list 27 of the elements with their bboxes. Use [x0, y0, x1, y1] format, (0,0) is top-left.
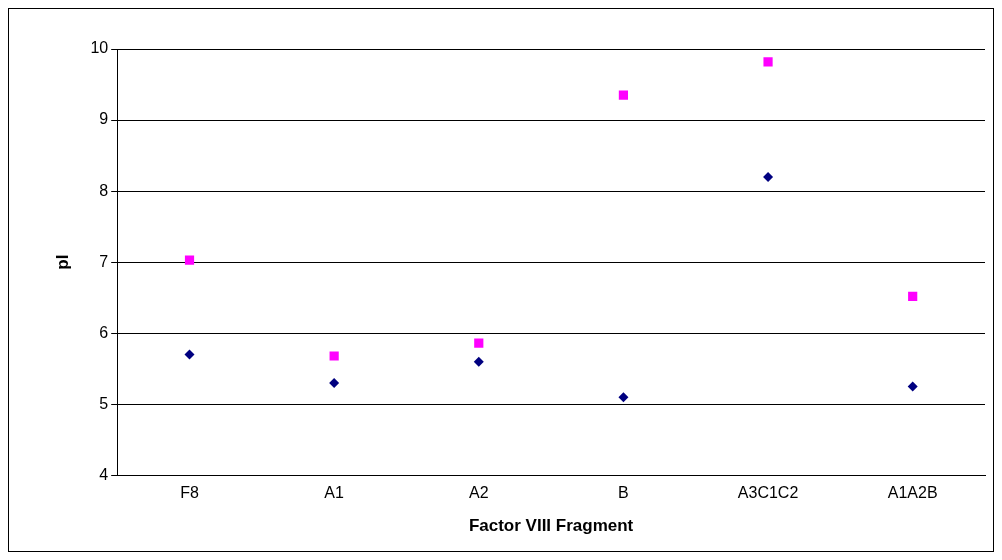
point	[908, 291, 918, 301]
x-tick-label: A3C1C2	[737, 484, 799, 502]
point	[474, 338, 484, 348]
point	[763, 171, 774, 182]
y-tick-label: 5	[99, 394, 109, 412]
x-tick-label: A2	[468, 484, 489, 502]
y-tick-label: 8	[99, 181, 109, 199]
point	[907, 381, 918, 392]
point	[329, 378, 340, 389]
point	[618, 90, 629, 100]
x-axis-title: Factor VIII Fragment	[468, 516, 634, 536]
x-tick-label: F8	[180, 484, 199, 502]
x-tick-label: B	[618, 484, 629, 502]
point	[184, 349, 195, 360]
point	[329, 351, 339, 361]
y-tick-label: 10	[90, 39, 109, 57]
y-tick-label: 7	[99, 252, 109, 270]
point	[763, 57, 773, 67]
x-tick-label: A1	[324, 484, 345, 502]
y-axis-title: pI	[52, 254, 72, 270]
point	[618, 392, 629, 403]
point	[184, 255, 195, 265]
x-tick-label: A1A2B	[887, 484, 938, 502]
y-tick-label: 9	[99, 110, 109, 128]
y-tick-label: 4	[99, 465, 109, 483]
point	[473, 356, 484, 367]
y-tick-label: 6	[99, 323, 109, 341]
